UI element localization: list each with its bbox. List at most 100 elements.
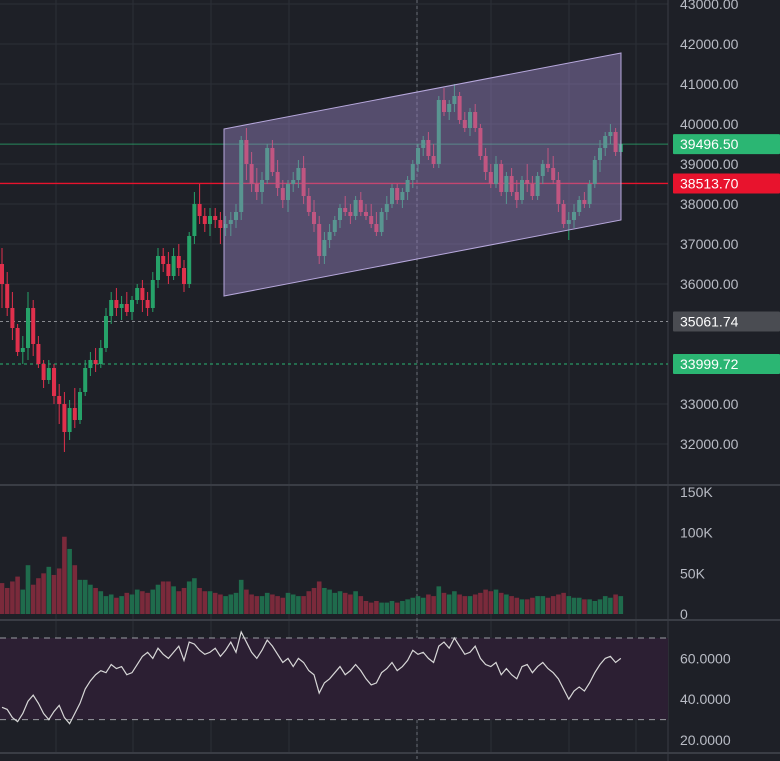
candle-body[interactable] [228,220,233,224]
candle-body[interactable] [603,136,608,148]
candle-body[interactable] [88,360,93,368]
candle-body[interactable] [608,132,613,136]
candle-body[interactable] [405,180,410,192]
candle-body[interactable] [556,180,561,204]
candle-body[interactable] [348,212,353,216]
candle-body[interactable] [364,212,368,216]
candle-body[interactable] [488,172,493,184]
candle-body[interactable] [478,128,483,156]
candle-body[interactable] [104,316,108,348]
candle-body[interactable] [135,288,140,300]
candle-body[interactable] [10,308,15,328]
candle-body[interactable] [301,168,306,196]
candle-body[interactable] [353,200,358,216]
candle-body[interactable] [473,112,478,128]
candle-body[interactable] [15,328,20,352]
candlestick-series[interactable] [0,84,623,452]
candle-body[interactable] [598,148,602,160]
candle-body[interactable] [369,216,374,224]
candle-body[interactable] [592,160,597,184]
candle-body[interactable] [400,192,405,200]
candle-body[interactable] [223,224,228,228]
candle-body[interactable] [26,308,30,348]
candle-body[interactable] [416,148,420,164]
candle-body[interactable] [57,396,62,404]
candle-body[interactable] [275,172,280,188]
candle-body[interactable] [577,200,582,212]
candle-body[interactable] [442,100,446,112]
candle-body[interactable] [114,300,119,308]
candle-body[interactable] [124,304,129,312]
candle-body[interactable] [462,120,467,128]
candle-body[interactable] [187,236,192,284]
candle-body[interactable] [291,180,296,184]
candle-body[interactable] [249,164,254,184]
candle-body[interactable] [0,264,4,284]
candle-body[interactable] [332,220,337,232]
candle-body[interactable] [150,280,155,308]
candle-body[interactable] [535,176,540,196]
channel-area[interactable] [223,52,622,297]
candle-body[interactable] [98,348,103,364]
candle-body[interactable] [234,212,238,220]
candle-body[interactable] [514,192,519,200]
candle-body[interactable] [176,256,181,268]
candle-body[interactable] [218,220,223,228]
candle-body[interactable] [41,364,46,380]
candle-body[interactable] [613,132,618,152]
candle-body[interactable] [161,256,166,264]
candle-body[interactable] [483,156,488,172]
candle-body[interactable] [384,204,389,212]
candle-body[interactable] [31,308,36,344]
candle-body[interactable] [327,232,332,240]
candle-body[interactable] [421,140,426,148]
candle-body[interactable] [202,216,207,224]
candle-body[interactable] [182,268,186,284]
candle-body[interactable] [239,140,244,212]
candle-body[interactable] [156,256,160,280]
candle-body[interactable] [20,348,25,352]
candle-body[interactable] [130,300,134,312]
candle-body[interactable] [457,96,462,120]
candle-body[interactable] [67,408,72,432]
candle-body[interactable] [358,200,363,212]
candle-body[interactable] [587,184,592,204]
candle-body[interactable] [504,176,509,192]
candle-body[interactable] [431,156,436,164]
candle-body[interactable] [390,188,394,204]
candle-body[interactable] [551,168,556,180]
candle-body[interactable] [83,368,88,392]
candle-body[interactable] [52,368,56,396]
candle-body[interactable] [561,204,566,224]
candle-body[interactable] [5,284,10,308]
candle-body[interactable] [109,300,114,316]
candle-body[interactable] [244,140,249,164]
candle-body[interactable] [546,164,550,168]
candle-body[interactable] [566,220,571,224]
candle-body[interactable] [260,180,264,192]
candle-body[interactable] [145,300,150,308]
candle-body[interactable] [395,188,400,200]
candle-body[interactable] [78,392,82,420]
candle-body[interactable] [62,404,67,432]
candle-body[interactable] [119,304,124,308]
candle-body[interactable] [213,216,218,220]
candle-body[interactable] [426,140,431,156]
candle-body[interactable] [171,256,176,276]
candle-body[interactable] [447,104,452,112]
candle-body[interactable] [499,164,504,192]
price-axis[interactable]: 43000.00 42000.00 41000.00 40000.00 39000.00… [680,0,739,748]
candle-body[interactable] [410,164,415,180]
candle-body[interactable] [530,184,535,196]
candle-body[interactable] [520,180,524,200]
candle-body[interactable] [197,204,202,216]
candle-body[interactable] [317,224,322,256]
candle-body[interactable] [270,148,275,172]
parallel-channel-drawing[interactable] [223,52,622,297]
candle-body[interactable] [494,164,498,184]
candle-body[interactable] [46,368,51,380]
candle-body[interactable] [265,148,270,180]
candle-body[interactable] [379,212,384,232]
candle-body[interactable] [343,208,348,212]
candle-body[interactable] [93,360,98,364]
